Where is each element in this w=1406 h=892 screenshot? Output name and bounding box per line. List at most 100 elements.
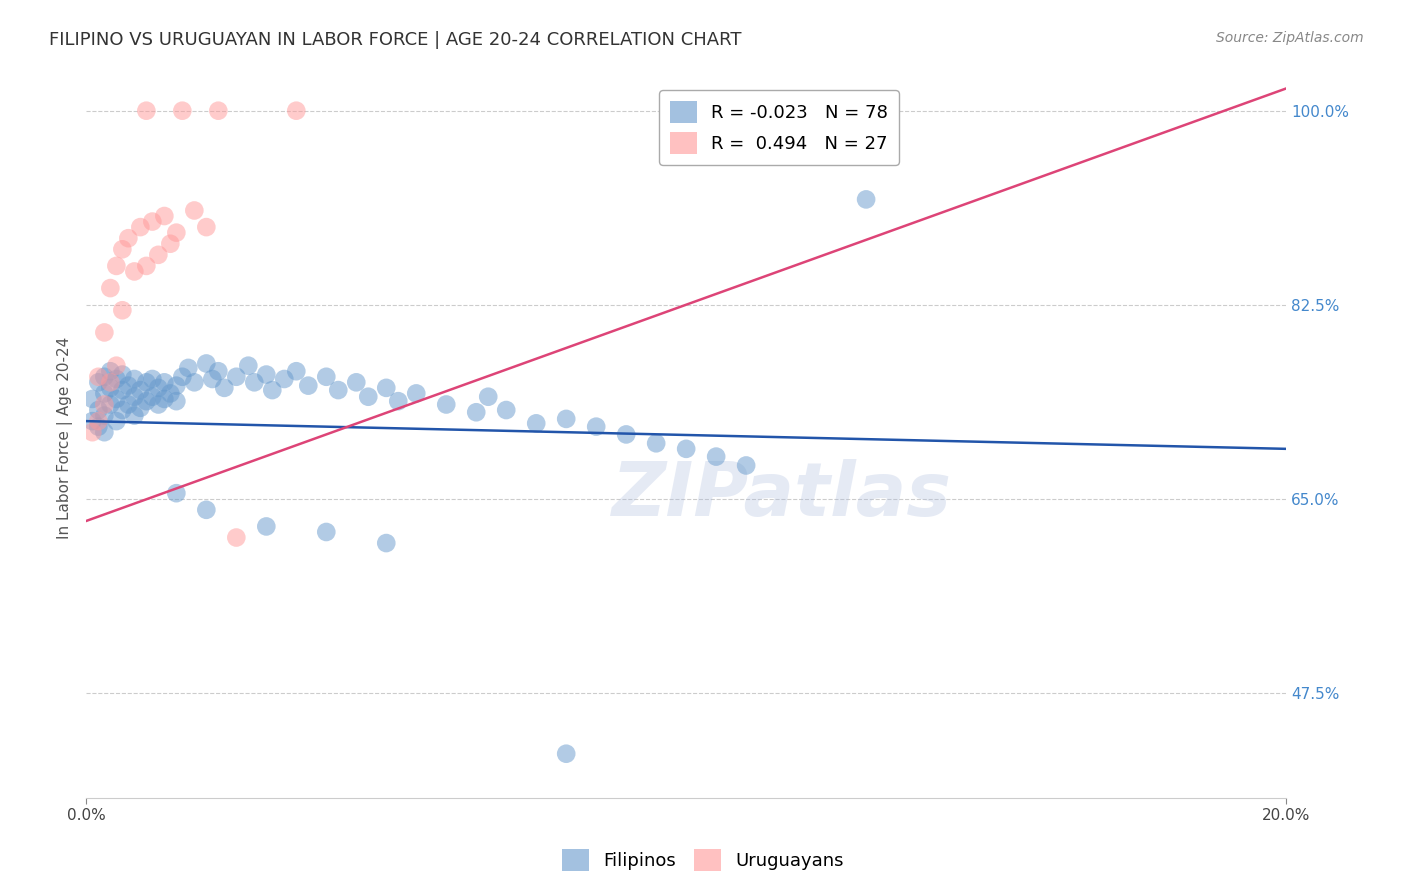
Point bbox=[98, 381, 121, 395]
Point bbox=[159, 236, 181, 251]
Point bbox=[141, 390, 163, 404]
Point bbox=[585, 419, 607, 434]
Point bbox=[614, 427, 637, 442]
Point bbox=[524, 417, 547, 431]
Point bbox=[315, 369, 337, 384]
Point bbox=[124, 390, 146, 404]
Point bbox=[201, 372, 224, 386]
Point bbox=[129, 220, 152, 235]
Point bbox=[111, 303, 134, 318]
Point bbox=[135, 394, 157, 409]
Point bbox=[183, 376, 205, 390]
Point bbox=[148, 397, 170, 411]
Point bbox=[105, 414, 128, 428]
Point bbox=[135, 376, 157, 390]
Point bbox=[93, 369, 115, 384]
Legend: Filipinos, Uruguayans: Filipinos, Uruguayans bbox=[554, 842, 852, 879]
Text: Source: ZipAtlas.com: Source: ZipAtlas.com bbox=[1216, 31, 1364, 45]
Point bbox=[141, 214, 163, 228]
Point bbox=[105, 359, 128, 373]
Point bbox=[153, 209, 176, 223]
Point bbox=[82, 425, 104, 440]
Point bbox=[129, 383, 152, 397]
Point bbox=[98, 376, 121, 390]
Point bbox=[172, 369, 194, 384]
Point bbox=[153, 376, 176, 390]
Point bbox=[177, 360, 200, 375]
Point bbox=[214, 381, 236, 395]
Point bbox=[117, 378, 139, 392]
Point bbox=[165, 394, 187, 409]
Point bbox=[124, 264, 146, 278]
Point bbox=[148, 381, 170, 395]
Point bbox=[195, 220, 218, 235]
Point bbox=[98, 364, 121, 378]
Point bbox=[111, 368, 134, 382]
Point bbox=[357, 390, 380, 404]
Point bbox=[238, 359, 260, 373]
Point bbox=[117, 231, 139, 245]
Point bbox=[93, 326, 115, 340]
Point bbox=[111, 383, 134, 397]
Point bbox=[141, 372, 163, 386]
Point bbox=[105, 259, 128, 273]
Point bbox=[82, 414, 104, 428]
Point bbox=[285, 364, 308, 378]
Point bbox=[135, 103, 157, 118]
Point bbox=[87, 403, 110, 417]
Text: FILIPINO VS URUGUAYAN IN LABOR FORCE | AGE 20-24 CORRELATION CHART: FILIPINO VS URUGUAYAN IN LABOR FORCE | A… bbox=[49, 31, 742, 49]
Point bbox=[297, 378, 319, 392]
Point bbox=[328, 383, 350, 397]
Legend: R = -0.023   N = 78, R =  0.494   N = 27: R = -0.023 N = 78, R = 0.494 N = 27 bbox=[659, 90, 898, 165]
Point bbox=[183, 203, 205, 218]
Point bbox=[477, 390, 499, 404]
Point bbox=[111, 242, 134, 256]
Point bbox=[375, 381, 398, 395]
Point bbox=[93, 386, 115, 401]
Point bbox=[855, 193, 877, 207]
Point bbox=[195, 503, 218, 517]
Point bbox=[285, 103, 308, 118]
Point bbox=[375, 536, 398, 550]
Point bbox=[124, 372, 146, 386]
Point bbox=[273, 372, 295, 386]
Point bbox=[82, 392, 104, 406]
Point bbox=[495, 403, 517, 417]
Point bbox=[129, 401, 152, 415]
Point bbox=[344, 376, 367, 390]
Point bbox=[98, 397, 121, 411]
Point bbox=[87, 376, 110, 390]
Point bbox=[254, 368, 277, 382]
Point bbox=[172, 103, 194, 118]
Point bbox=[165, 378, 187, 392]
Point bbox=[159, 386, 181, 401]
Point bbox=[465, 405, 488, 419]
Point bbox=[675, 442, 697, 456]
Point bbox=[555, 412, 578, 426]
Point bbox=[315, 524, 337, 539]
Point bbox=[87, 369, 110, 384]
Point bbox=[405, 386, 427, 401]
Point bbox=[207, 364, 229, 378]
Point bbox=[225, 369, 247, 384]
Point bbox=[243, 376, 266, 390]
Point bbox=[124, 409, 146, 423]
Point bbox=[704, 450, 727, 464]
Point bbox=[135, 259, 157, 273]
Point bbox=[195, 356, 218, 370]
Point bbox=[93, 409, 115, 423]
Point bbox=[434, 397, 457, 411]
Point bbox=[735, 458, 758, 473]
Point bbox=[165, 226, 187, 240]
Point bbox=[165, 486, 187, 500]
Text: ZIPatlas: ZIPatlas bbox=[612, 458, 952, 532]
Point bbox=[87, 419, 110, 434]
Point bbox=[153, 392, 176, 406]
Point bbox=[111, 403, 134, 417]
Point bbox=[93, 397, 115, 411]
Point bbox=[555, 747, 578, 761]
Point bbox=[105, 372, 128, 386]
Point bbox=[207, 103, 229, 118]
Point bbox=[225, 531, 247, 545]
Point bbox=[87, 414, 110, 428]
